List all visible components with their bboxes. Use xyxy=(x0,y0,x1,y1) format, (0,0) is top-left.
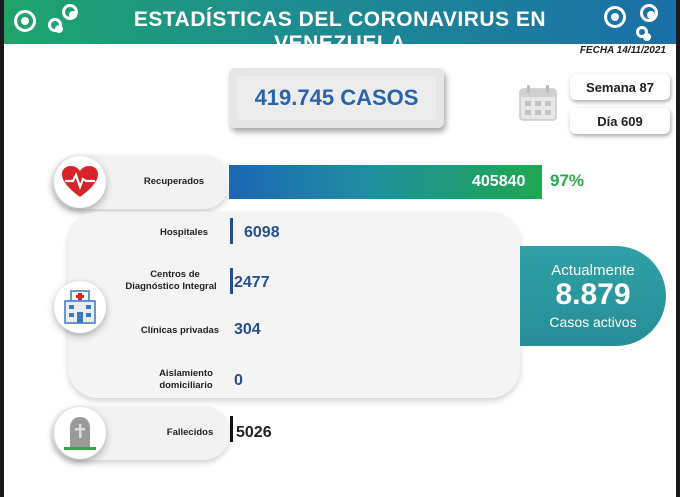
cdi-label-line2: Diagnóstico Integral xyxy=(125,281,217,292)
deaths-marker xyxy=(230,416,233,442)
active-cases-box: Actualmente 8.879 Casos activos xyxy=(520,246,666,346)
calendar-icon xyxy=(519,85,557,121)
hospitals-label: Hospitales xyxy=(159,227,209,238)
virus-icon xyxy=(640,4,658,22)
hospitals-value: 6098 xyxy=(244,224,280,241)
hospital-icon xyxy=(64,290,96,324)
active-cases-value: 8.879 xyxy=(555,278,631,311)
deaths-label: Fallecidos xyxy=(166,427,214,438)
recovered-icon-circle xyxy=(54,156,106,208)
page-title: ESTADÍSTICAS DEL CORONAVIRUS EN VENEZUEL… xyxy=(133,8,547,55)
home-label-line2: domiciliario xyxy=(159,380,213,391)
cdi-marker xyxy=(230,268,233,294)
deaths-icon-circle xyxy=(54,407,106,459)
cdi-value: 2477 xyxy=(234,274,270,291)
tombstone-icon xyxy=(64,417,96,450)
report-date: FECHA 14/11/2021 xyxy=(579,45,666,56)
recovered-bar xyxy=(229,165,542,199)
total-cases: 419.745 CASOS xyxy=(237,76,436,120)
week-badge: Semana 87 xyxy=(570,74,670,100)
recovered-percent: 97% xyxy=(550,171,585,190)
heart-pulse-icon xyxy=(62,166,98,197)
header-banner: ESTADÍSTICAS DEL CORONAVIRUS EN VENEZUEL… xyxy=(4,0,676,55)
virus-icon xyxy=(636,26,651,41)
clinics-label: Clínicas privadas xyxy=(140,325,220,336)
health-icon-circle xyxy=(54,281,106,333)
home-label-line1: Aislamiento xyxy=(159,368,213,379)
recovered-label: Recuperados xyxy=(143,176,205,187)
home-value: 0 xyxy=(234,372,243,389)
health-group-box xyxy=(68,212,520,398)
clinics-value: 304 xyxy=(234,321,261,338)
virus-icon xyxy=(604,6,626,28)
active-cases-label: Actualmente xyxy=(551,262,635,279)
virus-icon xyxy=(14,10,36,32)
virus-icon xyxy=(62,4,78,20)
infographic: ESTADÍSTICAS DEL CORONAVIRUS EN VENEZUEL… xyxy=(4,0,676,497)
recovered-value: 405840 xyxy=(472,173,526,190)
virus-icon xyxy=(48,18,63,33)
deaths-value: 5026 xyxy=(236,424,272,441)
cdi-label-line1: Centros de xyxy=(150,269,200,280)
active-cases-caption: Casos activos xyxy=(549,314,637,330)
total-cases-box: 419.745 CASOS xyxy=(229,68,444,128)
hospitals-marker xyxy=(230,218,233,244)
day-badge: Día 609 xyxy=(570,108,670,134)
